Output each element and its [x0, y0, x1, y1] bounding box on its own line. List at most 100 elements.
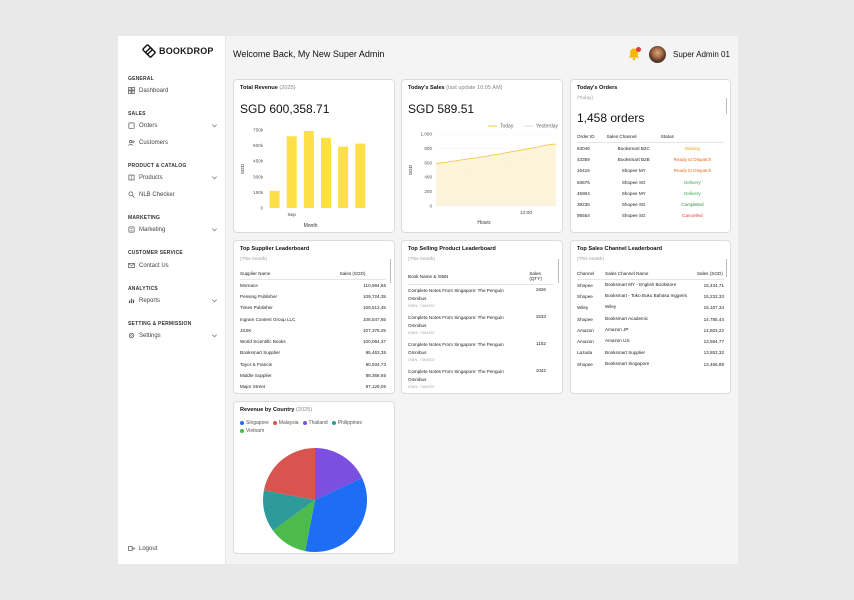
pie-slice [315, 448, 363, 500]
channel: Shopee [577, 293, 593, 299]
table-row[interactable]: 83676 Shopee SG Delivery [577, 176, 724, 187]
legend-item[interactable]: Vietnam [240, 428, 264, 434]
supplier-sales: 108,547,65 [363, 316, 386, 322]
sidebar-item-customers[interactable]: Customers [128, 139, 218, 146]
col-header: Sales Channel Name [605, 269, 697, 280]
revenue-bar-chart: 750k 600k 450k 300k 150k 0 SGD Sep Month [240, 128, 366, 229]
table-row[interactable]: Shopee Booksmart Singapore 13,456,89 [577, 359, 724, 370]
order-id: 45904 [577, 190, 590, 196]
legend-label: Philippines [337, 420, 362, 426]
chevron-down-icon [211, 332, 218, 341]
status-badge: Waiting [684, 145, 700, 151]
legend-item[interactable]: Philippines [331, 420, 362, 426]
table-row[interactable]: Booksmart Supplier 95,463,35 [240, 347, 386, 358]
logout-button[interactable]: Logout [128, 545, 218, 552]
table-row[interactable]: 63046 Booksmart B2C Waiting [577, 143, 724, 154]
book-qty: 1152 [536, 340, 546, 346]
channel-name: Booksmart MY - English Bookstore [605, 282, 677, 288]
status-badge: Completed [681, 202, 704, 208]
bar [303, 131, 314, 208]
table-row[interactable]: Amazon Amazon JP 14,503,22 [577, 325, 724, 336]
brand-logo[interactable]: BOOKDROP [142, 44, 214, 58]
channel-leaderboard-card: Top Sales Channel Leaderboard (This mont… [570, 240, 731, 394]
legend-dot [240, 421, 244, 425]
sidebar-item-orders[interactable]: Orders [128, 122, 218, 129]
sidebar-item-contact-us[interactable]: Contact Us [128, 262, 218, 269]
notification-bell[interactable] [627, 47, 641, 61]
users-icon [128, 139, 135, 146]
section-setting: SETTING & PERMISSION [128, 321, 192, 327]
channel: Amazon [577, 339, 594, 345]
table-row[interactable]: Middle Supplier 88,368,65 [240, 370, 386, 381]
table-row[interactable]: Mornace 110,984,65 [240, 280, 386, 291]
table-row[interactable]: Lazada Booksmart Supplier 13,553,32 [577, 347, 724, 358]
table-row[interactable]: Shopee Booksmart - Toko Buku Bahasa Ingge… [577, 291, 724, 302]
card-title: Top Sales Channel Leaderboard [577, 246, 663, 252]
sidebar-item-nlb-checker[interactable]: NLB Checker [128, 191, 218, 198]
book-isbn: ISBN: 7364537 [408, 383, 436, 389]
scrollbar[interactable] [725, 98, 727, 114]
sidebar-item-dashboard[interactable]: Dashboard [128, 87, 218, 94]
legend-dot [272, 421, 277, 425]
sidebar-item-settings[interactable]: Settings [128, 332, 218, 339]
user-name[interactable]: Super Admin 01 [673, 50, 730, 59]
chevron-down-icon [211, 297, 218, 306]
bar [286, 136, 297, 208]
logout-icon [128, 545, 135, 552]
chevron-down-icon [211, 174, 218, 183]
table-row[interactable]: Complete Notes From Singapore: The Pengu… [408, 285, 554, 312]
sidebar-item-reports[interactable]: Reports [128, 297, 218, 304]
table-row[interactable]: Major Street 87,129,05 [240, 381, 386, 392]
table-row[interactable]: JSSK 107,375,25 [240, 325, 386, 336]
status-badge: Delivery [684, 179, 701, 185]
table-row[interactable]: World Scientific Books 100,094,37 [240, 336, 386, 347]
sidebar-item-products[interactable]: Products [128, 174, 218, 181]
y-tick-label: 600 [424, 160, 432, 165]
col-header: Sales Channel [606, 132, 661, 143]
y-tick-label: 0 [260, 206, 263, 211]
legend-item[interactable]: Malaysia [272, 420, 299, 426]
table-row[interactable]: Complete Notes From Singapore: The Pengu… [408, 339, 554, 366]
channel: Amazon [577, 327, 594, 333]
table-row[interactable]: 39235 Shopee SG Completed [577, 199, 724, 210]
clipboard-icon [128, 122, 135, 129]
sidebar-item-label: Dashboard [139, 87, 169, 94]
scrollbar[interactable] [725, 259, 727, 277]
legend-item[interactable]: Singapore [240, 420, 269, 426]
sales-channel: Shopee SG [621, 213, 646, 219]
table-row[interactable]: 16415 Shopee MY Ready to Dispatch [577, 165, 724, 176]
book-qty: 1533 [535, 313, 546, 319]
table-row[interactable]: Ingram Content Group LLC 108,547,65 [240, 313, 386, 324]
y-tick-label: 300k [253, 174, 264, 179]
x-axis-label: Month [304, 223, 318, 229]
scrollbar[interactable] [557, 259, 559, 283]
avatar[interactable] [649, 46, 666, 63]
supplier-name: Booksmart Supplier [240, 350, 281, 356]
book-icon [128, 174, 135, 181]
table-row[interactable]: Pensing Publisher 109,724,35 [240, 291, 386, 302]
table-row[interactable]: Shopee Booksmart Academic 14,785,44 [577, 313, 724, 324]
table-row[interactable]: Amazon Amazon US 13,584,77 [577, 336, 724, 347]
book-cell: Complete Notes From Singapore: The Pengu… [408, 366, 529, 393]
table-row[interactable]: 95554 Shopee SG Cancelled [577, 210, 724, 221]
supplier-sales: 109,724,35 [363, 293, 386, 299]
table-row[interactable]: Complete Notes From Singapore: The Pengu… [408, 366, 554, 393]
brand-name: BOOKDROP [159, 46, 214, 56]
channel: Shopee [577, 282, 593, 288]
table-row[interactable]: Times Publisher 109,512,45 [240, 302, 386, 313]
y-tick-label: 450k [253, 159, 264, 164]
table-row[interactable]: 43359 Booksmart B2B Ready to Dispatch [577, 154, 724, 165]
table-row[interactable]: Complete Notes From Singapore: The Pengu… [408, 312, 554, 339]
table-row[interactable]: 45904 Shopee MY Delivery [577, 188, 724, 199]
supplier-name: Ingram Content Group LLC [240, 316, 296, 322]
table-row[interactable]: Shopee Booksmart MY - English Bookstore 15… [577, 280, 724, 291]
table-row[interactable]: Wiley Wiley 15,167,34 [577, 302, 724, 313]
scrollbar[interactable] [389, 259, 391, 283]
order-id: 16415 [577, 168, 590, 174]
sidebar-item-marketing[interactable]: Marketing [128, 226, 218, 233]
order-id: 43359 [577, 156, 590, 162]
book-cell: Complete Notes From Singapore: The Pengu… [408, 339, 529, 366]
legend-item[interactable]: Thailand [302, 420, 328, 426]
table-row[interactable]: Tayor & Francis 90,934,73 [240, 359, 386, 370]
y-tick-label: 150k [253, 190, 264, 195]
